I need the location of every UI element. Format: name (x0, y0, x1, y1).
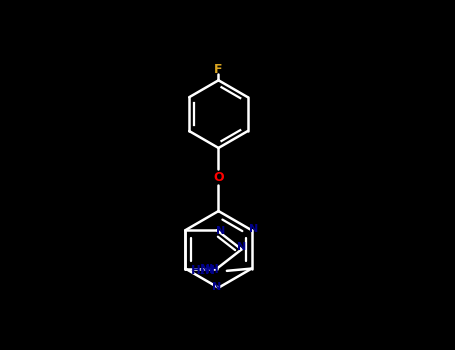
Text: O: O (213, 171, 224, 184)
Text: N: N (212, 282, 221, 292)
Text: N: N (216, 226, 225, 236)
Text: N: N (237, 242, 246, 252)
Text: N: N (249, 224, 258, 234)
Text: NH: NH (200, 263, 220, 276)
Text: F: F (214, 63, 223, 76)
Text: H₂N: H₂N (191, 264, 216, 277)
